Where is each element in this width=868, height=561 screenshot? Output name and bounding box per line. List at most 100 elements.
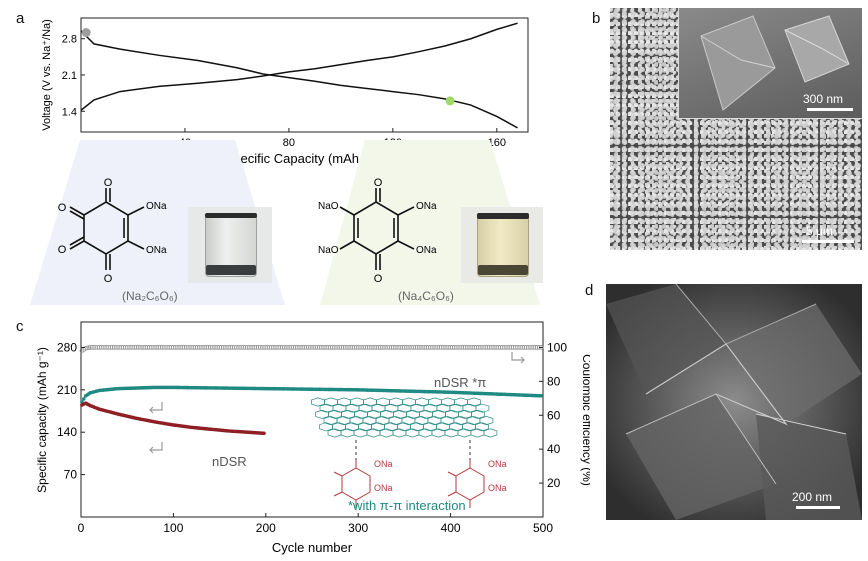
chart-c-point (483, 345, 489, 350)
chart-c-point (280, 345, 285, 350)
chart-c-frame (80, 321, 544, 518)
panel-label-c: c (16, 318, 24, 335)
chart-c-ylabel-left: Specific capacity (mAh g⁻¹) (35, 347, 49, 493)
chart-c-point (379, 345, 385, 350)
graphene-hexagon (466, 416, 481, 426)
chart-c-point (529, 345, 535, 350)
graphene-hexagon (479, 416, 494, 426)
graphene-hexagon (432, 409, 446, 419)
graphene-hexagon (427, 416, 442, 426)
chart-a-ytick-label: 2.1 (62, 70, 77, 82)
chart-c-point (431, 345, 437, 350)
graphene-hexagon (419, 409, 433, 419)
graphene-hexagon (354, 409, 368, 419)
panel-label-a: a (16, 10, 25, 27)
graphene-hexagon (436, 403, 451, 413)
graphene-hexagon (440, 416, 455, 426)
chart-c-point (487, 345, 492, 350)
chart-c-point (507, 345, 513, 350)
chart-a-xtick-label: 80 (283, 137, 295, 149)
chart-c-point (357, 345, 363, 350)
chart-c-point (466, 345, 472, 350)
chart-c-point (440, 345, 446, 350)
graphene-hexagon (414, 416, 429, 426)
chart-c-point (265, 345, 270, 350)
chart-c-point (269, 345, 274, 350)
chart-c-point (204, 345, 209, 350)
chart-c-point (246, 345, 252, 350)
chart-c-point (352, 345, 357, 350)
graphene-hexagon (380, 409, 394, 419)
chart-c-point (270, 345, 276, 350)
chart-c-point (117, 345, 123, 350)
chart-c-point (232, 345, 237, 350)
chart-c-point (389, 345, 394, 350)
chart-c-point (108, 345, 113, 350)
graphene-hexagon (475, 403, 490, 413)
chart-c-point (450, 345, 455, 350)
chart-c-point (289, 345, 294, 350)
chart-c-point (165, 345, 171, 350)
chart-a-series-line (80, 30, 518, 129)
chart-c-point (291, 345, 296, 350)
substituent-label: NaO (318, 201, 339, 212)
chart-c-point (148, 345, 154, 350)
chart-c-point (348, 345, 354, 350)
graphene-hexagon (337, 397, 351, 407)
graphene-hexagon (423, 422, 437, 432)
chart-c-point (267, 345, 272, 350)
graphene-hexagon (445, 409, 459, 419)
chart-c-point (115, 345, 121, 350)
substituent-label: NaO (318, 245, 339, 256)
chart-c-point (296, 345, 302, 350)
chart-c-point (89, 345, 95, 350)
graphene-hexagon (358, 403, 373, 413)
series-label-ndsr: nDSR (212, 454, 247, 469)
chart-c-point (464, 345, 470, 350)
chart-c-point (84, 345, 90, 351)
graphene-hexagon (336, 416, 351, 426)
chart-c-point (276, 345, 282, 350)
chart-c-point (95, 345, 100, 350)
chart-c-point (261, 345, 267, 350)
graphene-hexagon (444, 428, 459, 438)
chart-c-point (368, 345, 374, 350)
chart-c-point (335, 345, 341, 350)
graphene-hexagon (405, 428, 420, 438)
chart-c-xtick-label: 100 (163, 521, 183, 535)
chart-c-point (215, 345, 221, 350)
graphene-hexagon (428, 397, 442, 407)
chart-c-point (137, 345, 143, 350)
chart-c-point (363, 345, 368, 350)
chart-c-point (233, 345, 239, 350)
graphene-hexagon (441, 397, 455, 407)
graphene-hexagon (363, 397, 377, 407)
chart-c-ytick-left-label: 210 (57, 383, 77, 397)
chart-c-point (145, 345, 150, 350)
graphene-hexagon (341, 409, 355, 419)
chart-c-point (178, 345, 184, 350)
chart-c-point (405, 345, 411, 350)
chart-c-ytick-right-label: 80 (547, 374, 561, 388)
chart-c-point (224, 345, 230, 350)
chart-c-point (113, 345, 119, 350)
chart-c-point (172, 345, 178, 350)
chart-c-point (522, 345, 527, 350)
chart-a-marker (81, 28, 91, 38)
svg-text:O: O (104, 273, 113, 285)
chart-c-point (342, 345, 348, 350)
chart-c-point (472, 345, 477, 350)
chart-c-point (453, 345, 459, 350)
struct-substituent: ONa (488, 483, 507, 493)
chart-c-point (171, 345, 176, 350)
chart-c-point (477, 345, 483, 350)
chart-a-frame (80, 17, 529, 133)
chart-c-point (182, 345, 187, 350)
chart-c-point (429, 345, 435, 350)
chart-c-point (446, 345, 452, 350)
struct-substituent: ONa (488, 459, 507, 469)
chart-c-point (126, 345, 132, 350)
chart-c-point (254, 345, 259, 350)
chart-c-point (193, 345, 198, 350)
chart-c-point (481, 345, 487, 350)
